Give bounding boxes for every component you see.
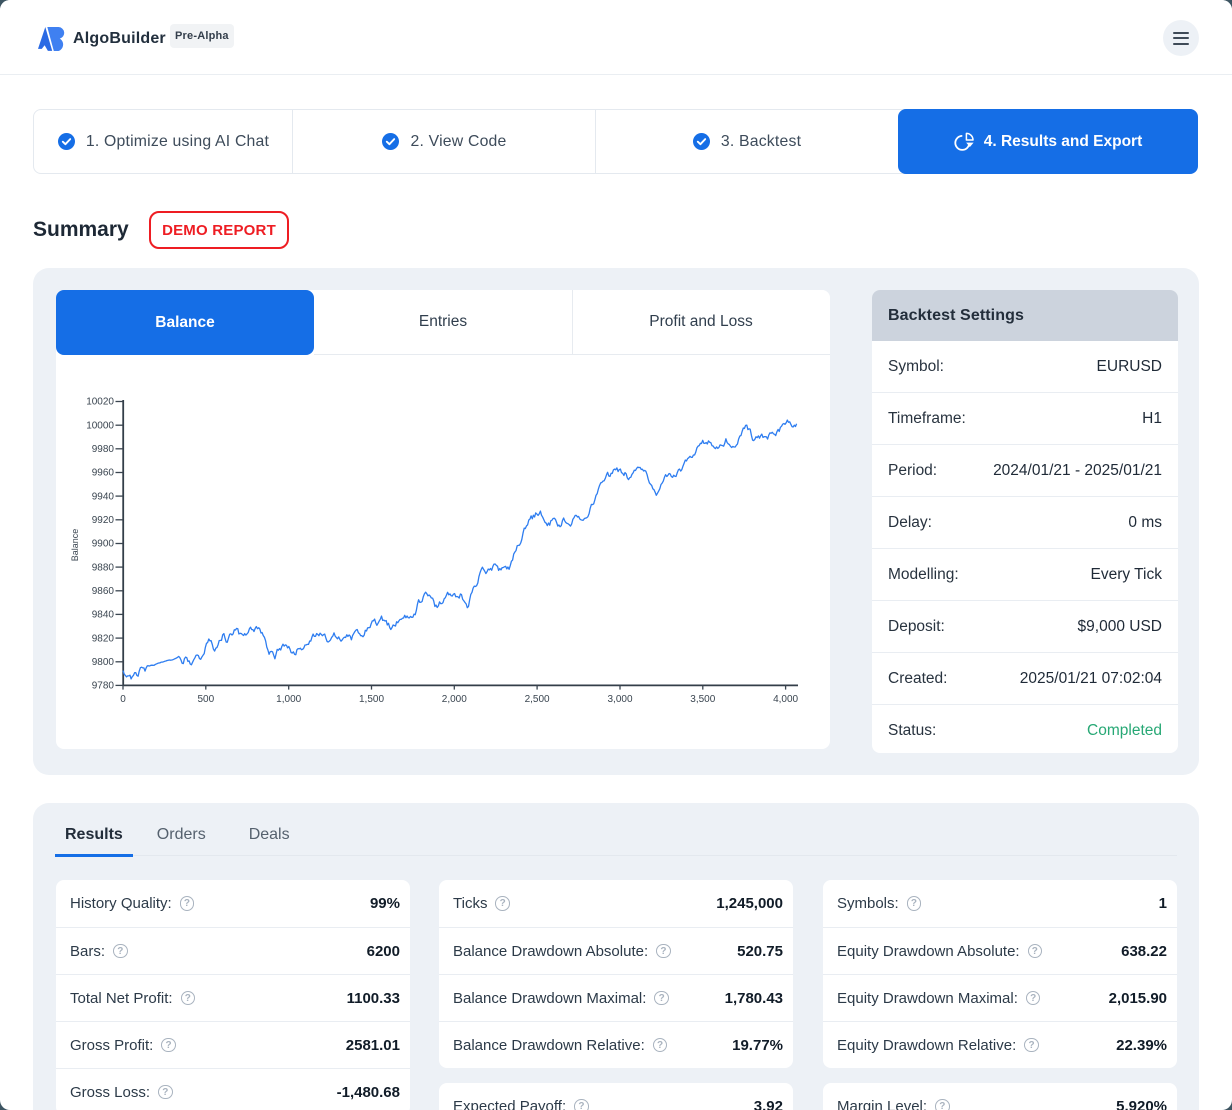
svg-text:500: 500 — [197, 694, 214, 705]
svg-text:10020: 10020 — [86, 397, 114, 408]
svg-text:9780: 9780 — [92, 681, 115, 692]
svg-text:1,500: 1,500 — [359, 694, 384, 705]
svg-text:9940: 9940 — [92, 491, 115, 502]
svg-text:3,500: 3,500 — [690, 694, 715, 705]
svg-text:4,000: 4,000 — [773, 694, 798, 705]
svg-text:9880: 9880 — [92, 562, 115, 573]
svg-text:2,500: 2,500 — [525, 694, 550, 705]
svg-text:9960: 9960 — [92, 468, 115, 479]
svg-text:9840: 9840 — [92, 610, 115, 621]
svg-text:9820: 9820 — [92, 633, 115, 644]
svg-text:3,000: 3,000 — [607, 694, 632, 705]
svg-text:9860: 9860 — [92, 586, 115, 597]
svg-text:1,000: 1,000 — [276, 694, 301, 705]
svg-text:9900: 9900 — [92, 539, 115, 550]
svg-text:9920: 9920 — [92, 515, 115, 526]
svg-text:10000: 10000 — [86, 420, 114, 431]
svg-text:0: 0 — [120, 694, 126, 705]
svg-text:9800: 9800 — [92, 657, 115, 668]
svg-text:9980: 9980 — [92, 444, 115, 455]
svg-text:Balance: Balance — [70, 529, 80, 562]
svg-text:2,000: 2,000 — [442, 694, 467, 705]
